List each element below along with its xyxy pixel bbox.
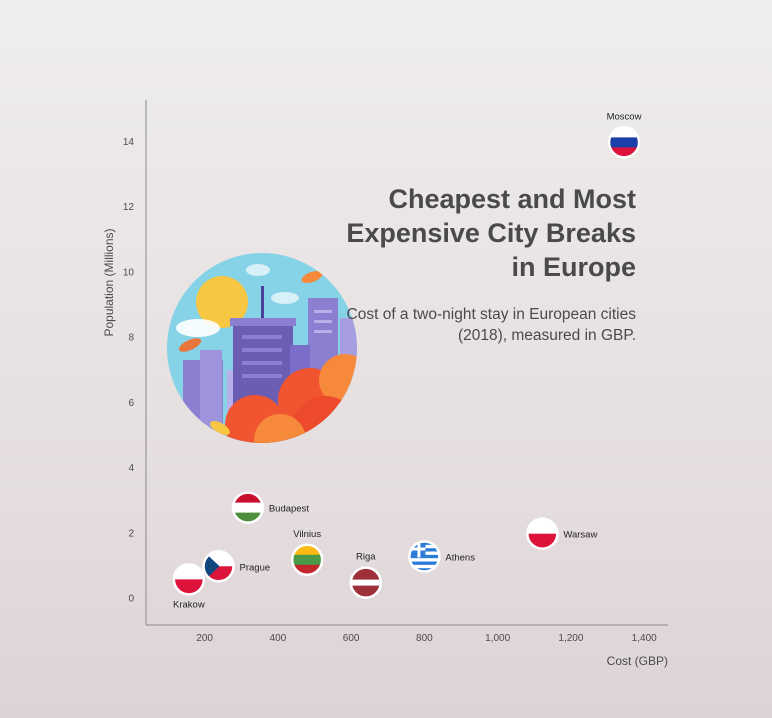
x-tick-label: 1,200 xyxy=(558,633,583,644)
x-tick-label: 400 xyxy=(270,633,287,644)
x-tick-label: 600 xyxy=(343,633,360,644)
point-label: Budapest xyxy=(269,504,310,515)
point-label: Warsaw xyxy=(563,530,597,541)
russia-flag-icon xyxy=(609,127,640,158)
data-point: Krakow xyxy=(172,563,206,610)
data-point: Riga xyxy=(349,552,383,599)
x-tick-label: 200 xyxy=(196,633,213,644)
chart-title: Cheapest and Most Expensive City Breaks … xyxy=(346,184,636,282)
data-point: Vilnius xyxy=(290,529,324,577)
x-axis-label: Cost (GBP) xyxy=(607,654,668,668)
flag-ring xyxy=(526,517,559,550)
data-point: Prague xyxy=(202,550,271,583)
point-label: Prague xyxy=(240,562,271,573)
point-label: Vilnius xyxy=(293,529,321,540)
greece-flag-icon xyxy=(409,541,440,572)
x-tick-label: 1,400 xyxy=(632,633,657,644)
flag-ring xyxy=(408,540,441,573)
data-point: Warsaw xyxy=(526,517,597,550)
point-label: Athens xyxy=(445,553,475,564)
y-tick-label: 10 xyxy=(123,267,135,278)
point-label: Krakow xyxy=(173,599,205,610)
point-label: Moscow xyxy=(607,111,642,122)
poland-flag-icon xyxy=(527,518,558,549)
y-tick-label: 12 xyxy=(123,202,135,213)
data-point: Budapest xyxy=(231,491,310,524)
flag-ring xyxy=(172,563,206,596)
y-tick-label: 6 xyxy=(128,398,134,409)
y-axis-label: Population (Millions) xyxy=(102,228,116,336)
y-tick-label: 14 xyxy=(123,137,135,148)
y-tick-label: 8 xyxy=(128,333,134,344)
data-point: Moscow xyxy=(607,111,642,159)
data-point: Athens xyxy=(408,540,475,573)
latvia-flag-icon xyxy=(350,567,381,598)
flag-ring xyxy=(607,126,641,159)
point-label: Riga xyxy=(356,552,376,563)
y-tick-label: 4 xyxy=(128,463,134,474)
y-tick-label: 2 xyxy=(128,528,134,539)
poland-flag-icon xyxy=(173,564,204,595)
x-tick-label: 800 xyxy=(416,633,433,644)
chart-subtitle: Cost of a two-night stay in European cit… xyxy=(346,306,636,344)
flag-ring xyxy=(290,543,324,577)
hungary-flag-icon xyxy=(232,492,263,523)
city-skyline-illustration xyxy=(167,253,357,443)
axes: Population (Millions) Cost (GBP) xyxy=(102,100,668,668)
x-tick-label: 1,000 xyxy=(485,633,510,644)
czech-republic-flag-icon xyxy=(203,551,234,582)
flag-ring xyxy=(349,566,383,599)
flag-ring xyxy=(202,550,235,583)
y-tick-label: 0 xyxy=(128,594,134,605)
flag-ring xyxy=(231,491,265,524)
data-points: Moscow Warsaw Athens Riga Vilnius Budapest Pra… xyxy=(172,111,642,610)
lithuania-flag-icon xyxy=(292,544,323,575)
tick-labels: 200 400 600 800 1,000 1,200 1,400 0 2 4 6 8 10 12 14 xyxy=(123,137,657,644)
